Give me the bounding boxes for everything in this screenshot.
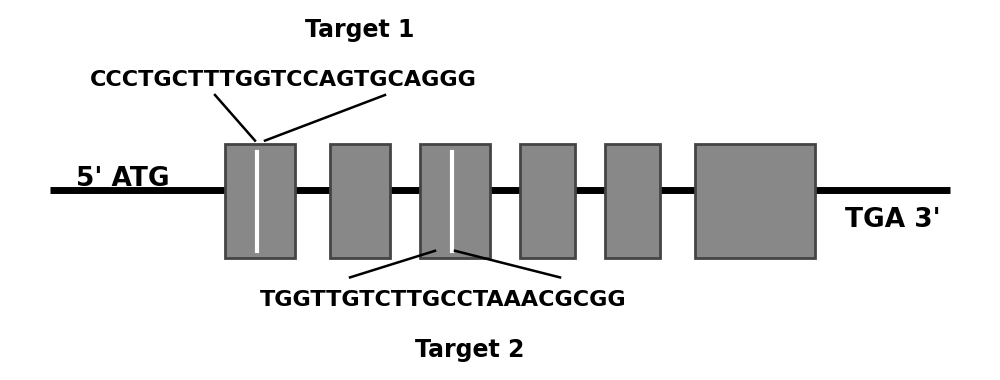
Bar <box>605 144 660 258</box>
Text: CCCTGCTTTGGTCCAGTGCAGGG: CCCTGCTTTGGTCCAGTGCAGGG <box>90 70 477 90</box>
Text: Target 2: Target 2 <box>415 337 525 362</box>
Text: 5' ATG: 5' ATG <box>76 166 170 192</box>
Bar <box>695 144 815 258</box>
Bar <box>330 144 390 258</box>
Text: TGGTTGTCTTGCCTAAACGCGG: TGGTTGTCTTGCCTAAACGCGG <box>260 290 627 310</box>
Bar <box>420 144 490 258</box>
Text: TGA 3': TGA 3' <box>845 207 941 233</box>
Bar <box>225 144 295 258</box>
Text: Target 1: Target 1 <box>305 18 415 43</box>
Bar <box>520 144 575 258</box>
